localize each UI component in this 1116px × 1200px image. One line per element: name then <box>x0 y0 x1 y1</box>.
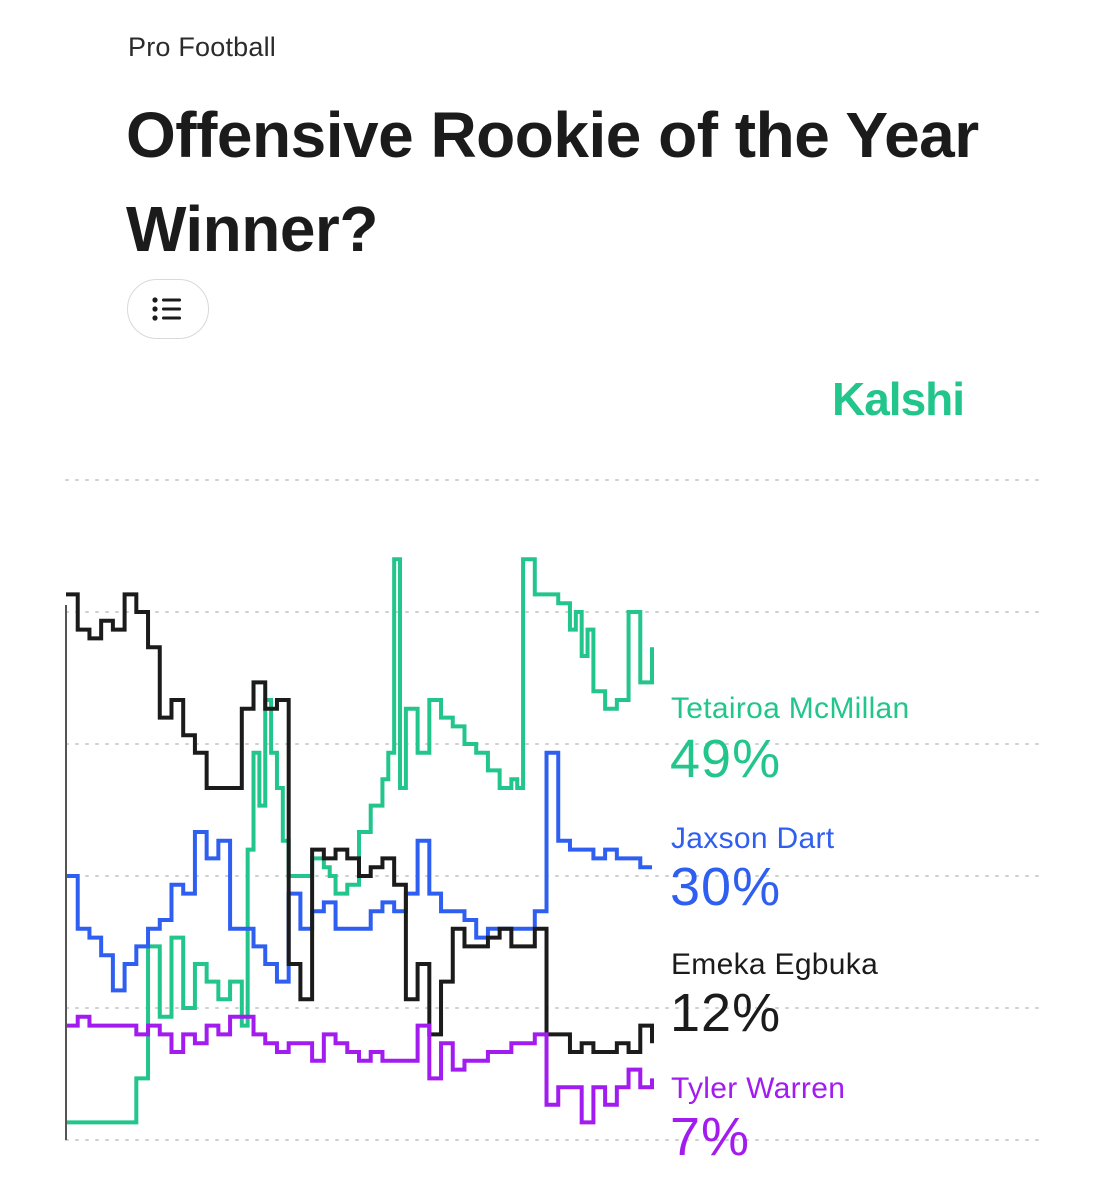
series-line-tyler-warren <box>66 1014 654 1125</box>
legend-percent-jaxson-dart: 30% <box>670 857 782 917</box>
category-label: Pro Football <box>128 32 276 62</box>
brand-logo: Kalshi <box>832 373 965 425</box>
page-title: Offensive Rookie of the Year Winner? <box>126 99 979 265</box>
legend-name-jaxson-dart: Jaxson Dart <box>671 822 835 855</box>
legend-name-tetairoa-mcmillan: Tetairoa McMillan <box>671 692 910 725</box>
series-line-jaxson-dart <box>66 750 652 993</box>
legend-percent-tyler-warren: 7% <box>670 1107 751 1167</box>
legend-percent-emeka-egbuka: 12% <box>670 983 782 1043</box>
list-icon <box>152 297 181 321</box>
legend-name-emeka-egbuka: Emeka Egbuka <box>671 948 879 981</box>
menu-button[interactable] <box>127 279 209 339</box>
series-line-tetairoa-mcmillan <box>66 557 654 1125</box>
legend-percent-tetairoa-mcmillan: 49% <box>670 729 782 789</box>
series-line-emeka-egbuka <box>66 592 654 1054</box>
legend-name-tyler-warren: Tyler Warren <box>671 1072 846 1105</box>
